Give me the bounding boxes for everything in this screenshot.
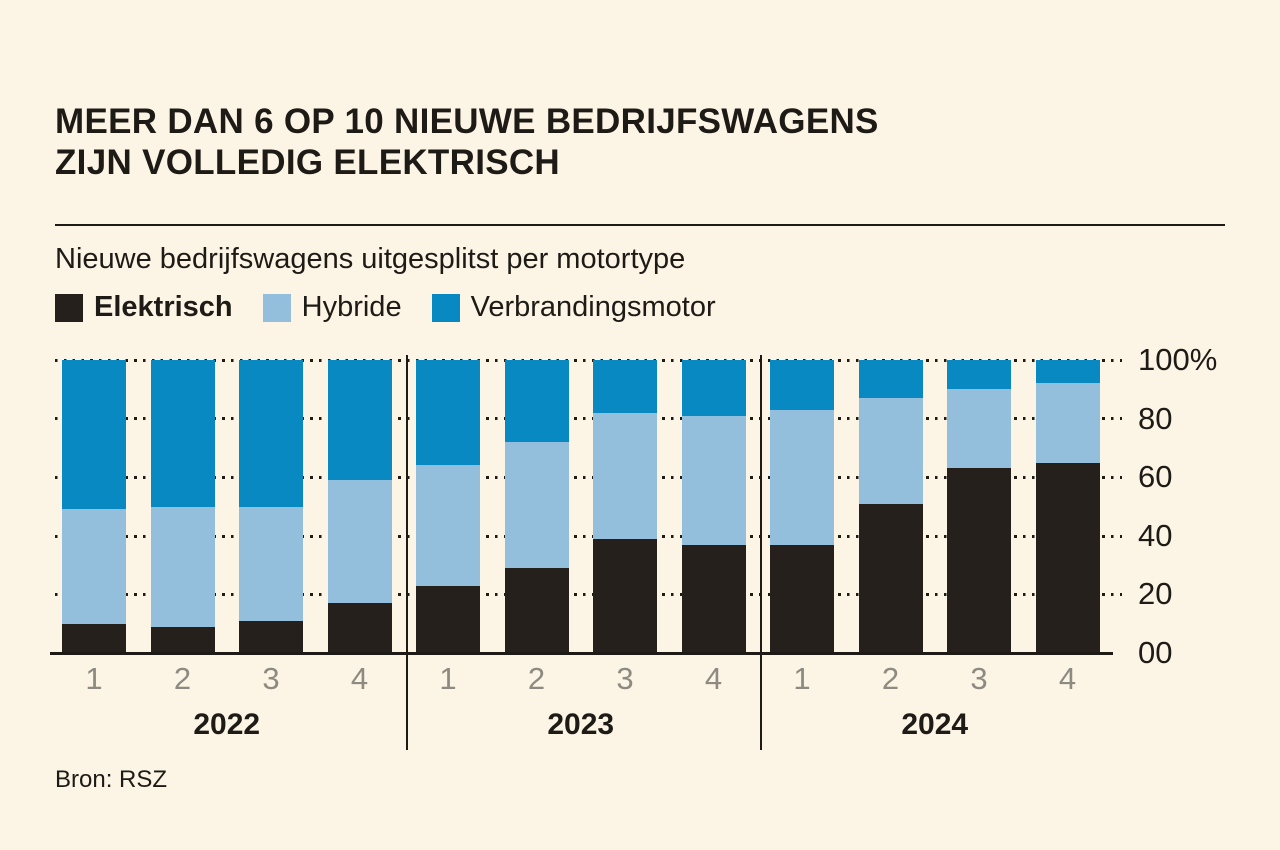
bar-segment-elektrisch-2023-q1 [416, 585, 480, 653]
bar-segment-elektrisch-2023-q2 [504, 568, 569, 653]
page-title-line2: ZIJN VOLLEDIG ELEKTRISCH [55, 143, 561, 182]
year-separator-2 [760, 355, 762, 750]
bar-2024-q2 [858, 360, 923, 653]
legend-swatch-verbrandingsmotor [431, 293, 460, 322]
x-axis-quarter-label-2023-q1: 1 [439, 661, 457, 696]
bar-2024-q3 [947, 360, 1011, 653]
bar-segment-elektrisch-2022-q4 [327, 603, 392, 653]
x-axis-quarter-label-2024-q2: 2 [881, 661, 900, 696]
bar-2022-q1 [62, 360, 126, 653]
y-axis-label-60: 60 [1138, 459, 1173, 495]
y-axis-label-80: 80 [1138, 400, 1173, 436]
bar-segment-elektrisch-2024-q2 [858, 503, 923, 653]
bar-segment-elektrisch-2024-q3 [947, 468, 1011, 653]
x-axis-quarter-label-2022-q1: 1 [85, 661, 103, 696]
legend-label: Elektrisch [94, 291, 233, 323]
x-axis-year-label-2023: 2023 [547, 708, 615, 741]
bar-segment-hybride-2023-q4 [681, 415, 746, 545]
bar-segment-hybride-2023-q3 [593, 412, 657, 539]
bar-segment-verbrandingsmotor-2022-q3 [239, 360, 303, 507]
x-axis-quarter-label-2023-q2: 2 [527, 661, 546, 696]
bar-segment-verbrandingsmotor-2024-q3 [947, 360, 1011, 390]
bar-segment-hybride-2023-q1 [416, 465, 480, 586]
y-axis-label-100: 100% [1138, 342, 1218, 377]
x-axis-quarter-label-2022-q3: 3 [262, 661, 280, 696]
x-axis-quarter-label-2024-q1: 1 [793, 661, 811, 696]
bar-segment-hybride-2022-q1 [62, 509, 126, 624]
bar-segment-hybride-2024-q4 [1035, 383, 1100, 463]
legend-item-verbrandingsmotor: Verbrandingsmotor [431, 291, 716, 324]
bar-segment-elektrisch-2023-q3 [593, 538, 657, 653]
title-divider [55, 224, 1225, 226]
bar-segment-verbrandingsmotor-2022-q2 [150, 360, 215, 507]
bar-segment-elektrisch-2022-q3 [239, 620, 303, 653]
legend-label: Verbrandingsmotor [470, 291, 716, 323]
bar-segment-verbrandingsmotor-2023-q4 [681, 360, 746, 416]
bar-segment-hybride-2024-q1 [770, 409, 834, 545]
bar-segment-elektrisch-2024-q1 [770, 544, 834, 653]
gridline-60 [55, 475, 1122, 479]
bar-segment-hybride-2022-q2 [150, 506, 215, 627]
bar-segment-verbrandingsmotor-2022-q1 [62, 360, 126, 510]
bar-segment-verbrandingsmotor-2022-q4 [327, 360, 392, 481]
bar-segment-elektrisch-2022-q2 [150, 626, 215, 653]
bar-2024-q4 [1035, 360, 1100, 653]
x-axis-quarter-label-2024-q4: 4 [1058, 661, 1077, 696]
gridline-20 [55, 593, 1122, 597]
year-separator-1 [406, 355, 408, 750]
legend-label: Hybride [301, 291, 402, 323]
bar-segment-verbrandingsmotor-2023-q1 [416, 360, 480, 466]
x-axis-year-label-2022: 2022 [193, 708, 261, 741]
gridline-40 [55, 534, 1122, 538]
x-axis-quarter-label-2022-q2: 2 [173, 661, 192, 696]
x-axis-quarter-label-2023-q3: 3 [616, 661, 634, 696]
chart-subtitle: Nieuwe bedrijfswagens uitgesplitst per m… [55, 243, 686, 275]
legend-swatch-hybride [262, 293, 291, 322]
y-axis-label-0: 00 [1138, 635, 1173, 670]
bar-segment-elektrisch-2024-q4 [1035, 462, 1100, 653]
bar-2023-q3 [593, 360, 657, 653]
legend-swatch-elektrisch [55, 293, 83, 322]
bar-segment-verbrandingsmotor-2024-q4 [1035, 360, 1100, 384]
page-title-line1: MEER DAN 6 OP 10 NIEUWE BEDRIJFSWAGENS [55, 102, 879, 141]
bar-segment-verbrandingsmotor-2023-q3 [593, 360, 657, 413]
bar-segment-hybride-2023-q2 [504, 442, 569, 569]
bar-segment-hybride-2024-q2 [858, 398, 923, 504]
y-axis-label-20: 20 [1138, 576, 1173, 612]
bar-2024-q1 [770, 360, 834, 653]
bar-2023-q2 [504, 360, 569, 653]
bar-2022-q4 [327, 360, 392, 653]
bar-segment-verbrandingsmotor-2023-q2 [504, 360, 569, 443]
gridline-80 [55, 417, 1122, 421]
chart-legend: Elektrisch Hybride Verbrandingsmotor [55, 291, 716, 324]
source-note: Bron: RSZ [55, 766, 168, 793]
y-axis-label-40: 40 [1138, 517, 1173, 553]
bar-segment-hybride-2022-q3 [239, 506, 303, 621]
bar-segment-hybride-2022-q4 [327, 480, 392, 604]
x-axis-quarter-label-2023-q4: 4 [704, 661, 723, 696]
x-axis-year-label-2024: 2024 [901, 708, 969, 741]
x-axis-quarter-label-2024-q3: 3 [970, 661, 988, 696]
legend-item-hybride: Hybride [262, 291, 402, 324]
x-axis-quarter-label-2022-q4: 4 [350, 661, 369, 696]
bar-2022-q3 [239, 360, 303, 653]
gridline-100 [55, 358, 1122, 362]
bar-segment-verbrandingsmotor-2024-q2 [858, 360, 923, 399]
bar-2023-q1 [416, 360, 480, 653]
bar-segment-elektrisch-2023-q4 [681, 544, 746, 653]
bar-segment-hybride-2024-q3 [947, 389, 1011, 469]
x-axis-baseline [50, 652, 1113, 655]
bar-segment-verbrandingsmotor-2024-q1 [770, 360, 834, 410]
page-title: MEER DAN 6 OP 10 NIEUWE BEDRIJFSWAGENS Z… [55, 101, 879, 183]
bar-2023-q4 [681, 360, 746, 653]
bar-segment-elektrisch-2022-q1 [62, 623, 126, 653]
bar-2022-q2 [150, 360, 215, 653]
legend-item-elektrisch: Elektrisch [55, 291, 233, 324]
